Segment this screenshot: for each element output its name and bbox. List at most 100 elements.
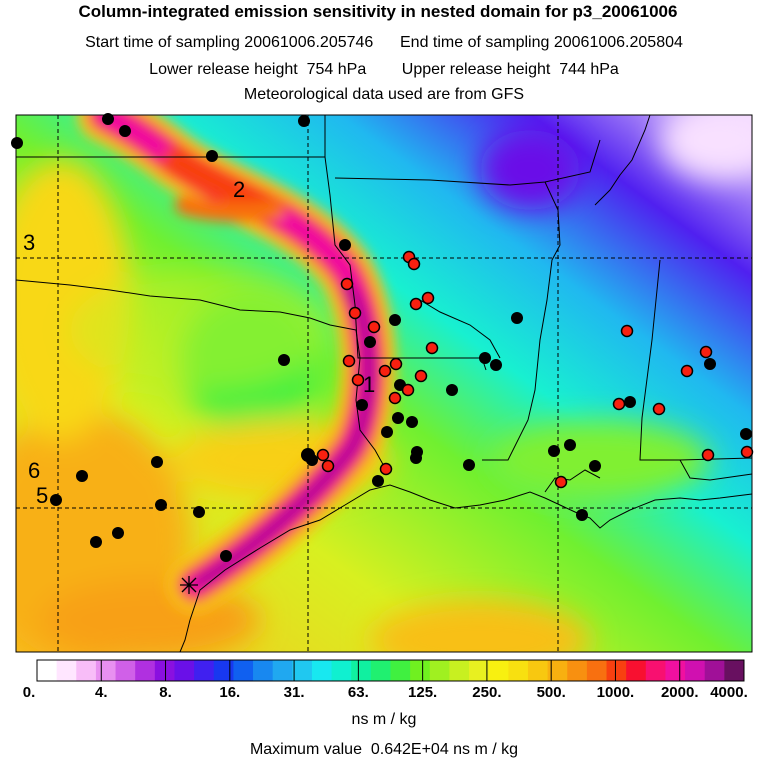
colorbar-cell [253, 660, 274, 681]
station-marker [701, 448, 715, 462]
colorbar-cell [331, 660, 352, 681]
station-marker [316, 448, 330, 462]
colorbar-tick-label: 0. [23, 684, 36, 701]
end-value: 20061006.205804 [553, 34, 683, 51]
colorbar-cell [685, 660, 706, 681]
station-marker [102, 113, 114, 125]
colorbar-cell [488, 660, 509, 681]
station-marker [490, 359, 502, 371]
start-label: Start time of sampling [85, 34, 240, 51]
station-marker [421, 291, 435, 305]
station-marker [479, 352, 491, 364]
station-marker [704, 358, 716, 370]
station-marker [652, 402, 666, 416]
station-marker [409, 297, 423, 311]
station-marker [348, 306, 362, 320]
station-marker [740, 445, 754, 459]
station-marker [414, 369, 428, 383]
plume-label-3: 3 [23, 230, 35, 255]
colorbar-cell [135, 660, 156, 681]
station-marker [339, 239, 351, 251]
colorbar-tick-label: 250. [472, 684, 501, 701]
colorbar-cell [606, 660, 627, 681]
colorbar-tick-label: 2000. [661, 684, 699, 701]
colorbar-tick-labels: 0. 4. 8. 16. 31. 63. 125. 250. 500. 1000. 2000. 400… [23, 684, 748, 701]
stations-black [11, 113, 752, 562]
station-marker [364, 336, 376, 348]
sampling-times: Start time of sampling 20061006.205746 E… [0, 34, 768, 52]
station-marker [564, 439, 576, 451]
upper-label: Upper release height [401, 61, 551, 78]
station-marker [379, 462, 393, 476]
station-marker [372, 475, 384, 487]
colorbar-cell [527, 660, 549, 681]
plume-label-1: 1 [363, 372, 375, 397]
station-marker [548, 445, 560, 457]
colorbar-cell [429, 660, 450, 681]
end-label: End time of sampling [400, 34, 550, 51]
station-marker [381, 426, 393, 438]
station-marker [511, 312, 523, 324]
station-marker [554, 475, 568, 489]
station-marker [155, 499, 167, 511]
colorbar-unit: ns m / kg [351, 711, 417, 728]
colorbar-cell [449, 660, 470, 681]
colorbar-cell [292, 660, 313, 681]
colorbar-cell [194, 660, 215, 681]
max-label: Maximum value [249, 741, 362, 758]
station-marker [356, 399, 368, 411]
start-value: 20061006.205746 [244, 34, 374, 51]
colorbar-cell [213, 660, 234, 681]
max-value: 0.642E+04 ns m / kg [370, 741, 519, 758]
station-marker [90, 536, 102, 548]
colorbar-cell [351, 660, 372, 681]
colorbar-cell [154, 660, 175, 681]
colorbar-cell [586, 660, 608, 681]
station-marker [740, 428, 752, 440]
colorbar-cell [704, 660, 725, 681]
map-title: Column-integrated emission sensitivity i… [78, 2, 678, 21]
station-marker [11, 137, 23, 149]
colorbar-cell [665, 660, 686, 681]
colorbar-cell [370, 660, 391, 681]
station-marker [351, 373, 365, 387]
station-marker [680, 364, 694, 378]
station-marker [306, 454, 318, 466]
station-marker [76, 470, 88, 482]
plume-label-5: 5 [36, 483, 48, 508]
colorbar-cell [469, 660, 490, 681]
plume-label-2: 2 [233, 177, 245, 202]
colorbar-tick-label: 125. [408, 684, 437, 701]
station-marker [620, 324, 634, 338]
plume-label-6: 6 [28, 458, 40, 483]
colorbar-cell [174, 660, 195, 681]
colorbar-tick-label: 63. [348, 684, 369, 701]
maximum-value: Maximum value 0.642E+04 ns m / kg [0, 741, 768, 759]
colorbar-cell [37, 660, 58, 681]
colorbar-tick-label: 8. [159, 684, 172, 701]
station-marker [193, 506, 205, 518]
lat-lon-grid [16, 115, 752, 652]
station-marker [389, 314, 401, 326]
colorbar-cell [56, 660, 77, 681]
colorbar-cell [272, 660, 293, 681]
release-point-icon [180, 576, 198, 594]
station-marker [446, 384, 458, 396]
station-marker [220, 550, 232, 562]
release-heights: Lower release height 754 hPa Upper relea… [0, 61, 768, 79]
station-marker [50, 494, 62, 506]
colorbar-cells [36, 659, 745, 682]
station-marker [278, 354, 290, 366]
stations-red [316, 250, 754, 489]
colorbar-cell [410, 660, 431, 681]
station-marker [298, 115, 310, 127]
station-marker [407, 257, 421, 271]
colorbar-cell [76, 660, 97, 681]
station-marker [699, 345, 713, 359]
station-marker [151, 456, 163, 468]
lower-label: Lower release height [149, 61, 298, 78]
station-marker [378, 364, 392, 378]
colorbar-cell [645, 660, 666, 681]
station-marker [367, 320, 381, 334]
